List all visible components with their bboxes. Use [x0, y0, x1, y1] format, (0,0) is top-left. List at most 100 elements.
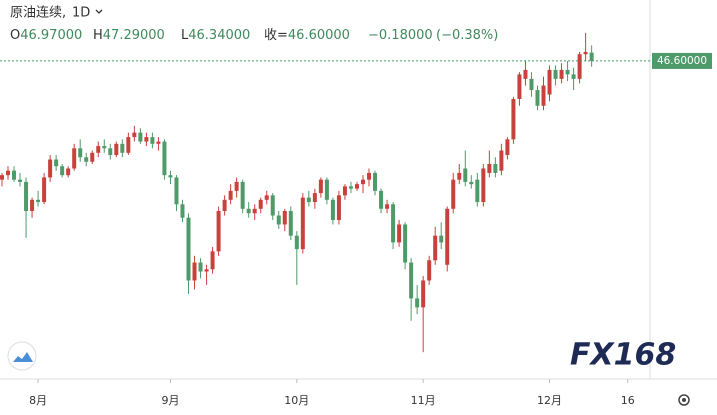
candle-body — [517, 74, 522, 100]
candle-body — [66, 168, 71, 176]
candle-body — [138, 132, 143, 142]
candle-body — [204, 269, 209, 272]
candle-body — [457, 172, 462, 180]
candle-body — [102, 146, 107, 149]
candle-body — [192, 262, 197, 281]
candle-body — [403, 224, 408, 263]
candle-body — [252, 208, 257, 214]
candle-body — [126, 137, 131, 153]
candle-body — [300, 197, 305, 250]
candle-body — [409, 262, 414, 299]
candle-body — [12, 170, 17, 180]
candle-body — [348, 186, 353, 189]
close-value: 46.60000 — [288, 28, 350, 43]
candle-body — [324, 179, 329, 200]
candle-body — [354, 184, 359, 189]
last-price-box — [652, 52, 712, 69]
x-tick-label: 12月 — [537, 394, 562, 407]
plot — [0, 32, 594, 353]
candle-body — [559, 69, 564, 79]
candle-body — [144, 137, 149, 142]
settings-icon[interactable] — [678, 394, 690, 406]
candle-body — [156, 141, 161, 144]
candle-body — [553, 69, 558, 79]
candle-body — [469, 181, 474, 185]
last-price-label: 46.60000 — [657, 55, 707, 67]
candle-body — [222, 199, 227, 212]
candle-body — [577, 54, 582, 79]
candle-body — [379, 190, 384, 209]
candle-body — [228, 190, 233, 200]
candle-body — [427, 260, 432, 281]
candle-body — [360, 179, 365, 185]
open-label: O — [10, 28, 20, 43]
candle-body — [451, 179, 456, 209]
candle-body — [475, 179, 480, 203]
candle-body — [168, 175, 173, 178]
candle-body — [240, 181, 245, 209]
high-value: 47.29000 — [103, 28, 165, 43]
candle-body — [547, 69, 552, 95]
candle-body — [421, 280, 426, 308]
interval[interactable]: 1D — [72, 6, 90, 21]
candle-body — [583, 51, 588, 55]
interval-caret[interactable] — [95, 9, 103, 14]
candle-body — [0, 175, 4, 180]
candle-body — [78, 148, 83, 158]
change: −0.18000 — [368, 28, 433, 43]
candle-body — [84, 157, 89, 162]
candle-body — [487, 163, 492, 173]
candle-body — [48, 159, 53, 178]
low-label: L — [181, 28, 189, 43]
x-tick-label: 8月 — [29, 394, 47, 407]
candle-body — [114, 143, 119, 156]
candle-body — [30, 199, 35, 212]
candle-body — [90, 152, 95, 162]
candle-body — [96, 146, 101, 153]
change-pct: (−0.38%) — [436, 28, 498, 43]
candle-body — [565, 69, 570, 75]
x-tick-label: 9月 — [161, 394, 179, 407]
candle-body — [18, 179, 23, 182]
tradingview-logo[interactable] — [7, 341, 37, 371]
candle-body — [180, 204, 185, 218]
candle-body — [246, 208, 251, 214]
candle-body — [60, 166, 65, 176]
candle-body — [72, 148, 77, 169]
candle-body — [493, 163, 498, 173]
candle-body — [294, 235, 299, 250]
x-tick-label: 16 — [621, 394, 635, 407]
candle-body — [132, 132, 137, 138]
candle-body — [42, 177, 47, 203]
candle-body — [499, 150, 504, 171]
high-label: H — [93, 28, 103, 43]
x-tick-label: 11月 — [411, 394, 436, 407]
watermark: FX168 — [570, 338, 676, 373]
candle-body — [306, 197, 311, 203]
candle-body — [330, 199, 335, 220]
candle-body — [54, 159, 59, 167]
separator: , — [62, 6, 66, 21]
candle-body — [523, 69, 528, 79]
x-tick-label: 10月 — [284, 394, 309, 407]
candle-body — [367, 172, 372, 180]
candle-body — [541, 85, 546, 106]
low-value: 46.34000 — [188, 28, 250, 43]
candle-body — [276, 215, 281, 225]
candle-body — [150, 137, 155, 144]
candle-body — [439, 235, 444, 243]
open-value: 46.97000 — [20, 28, 82, 43]
candle-body — [264, 195, 269, 200]
candle-body — [312, 193, 317, 203]
candle-body — [336, 195, 341, 220]
candle-body — [415, 298, 420, 308]
ohlc-legend: O46.97000 H47.29000 L46.34000 收=46.60000… — [10, 28, 498, 43]
candle-body — [120, 143, 125, 153]
candle-body — [186, 217, 191, 281]
candle-body — [463, 168, 468, 182]
candle-body — [162, 141, 167, 176]
candle-body — [481, 168, 486, 203]
candle-body — [433, 235, 438, 261]
candle-body — [397, 224, 402, 243]
candle-body — [571, 74, 576, 79]
